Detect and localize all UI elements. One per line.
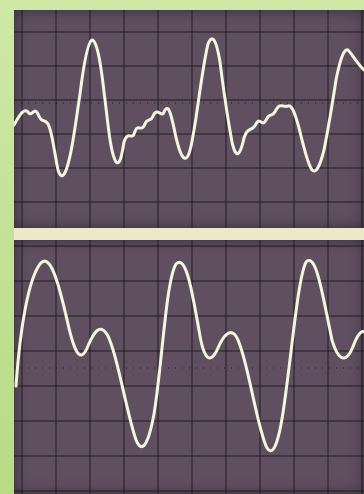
top-screen-svg [14,10,364,228]
oscilloscope-screen-bottom [14,240,364,494]
panel-divider [14,228,364,240]
bottom-screen-svg [14,240,364,494]
top-waveform [14,37,364,178]
bottom-waveform [14,258,364,453]
top-grid [14,10,364,228]
oscilloscope-screen-top [14,10,364,228]
bottom-center-ticks [14,240,364,494]
top-center-ticks [14,10,364,228]
